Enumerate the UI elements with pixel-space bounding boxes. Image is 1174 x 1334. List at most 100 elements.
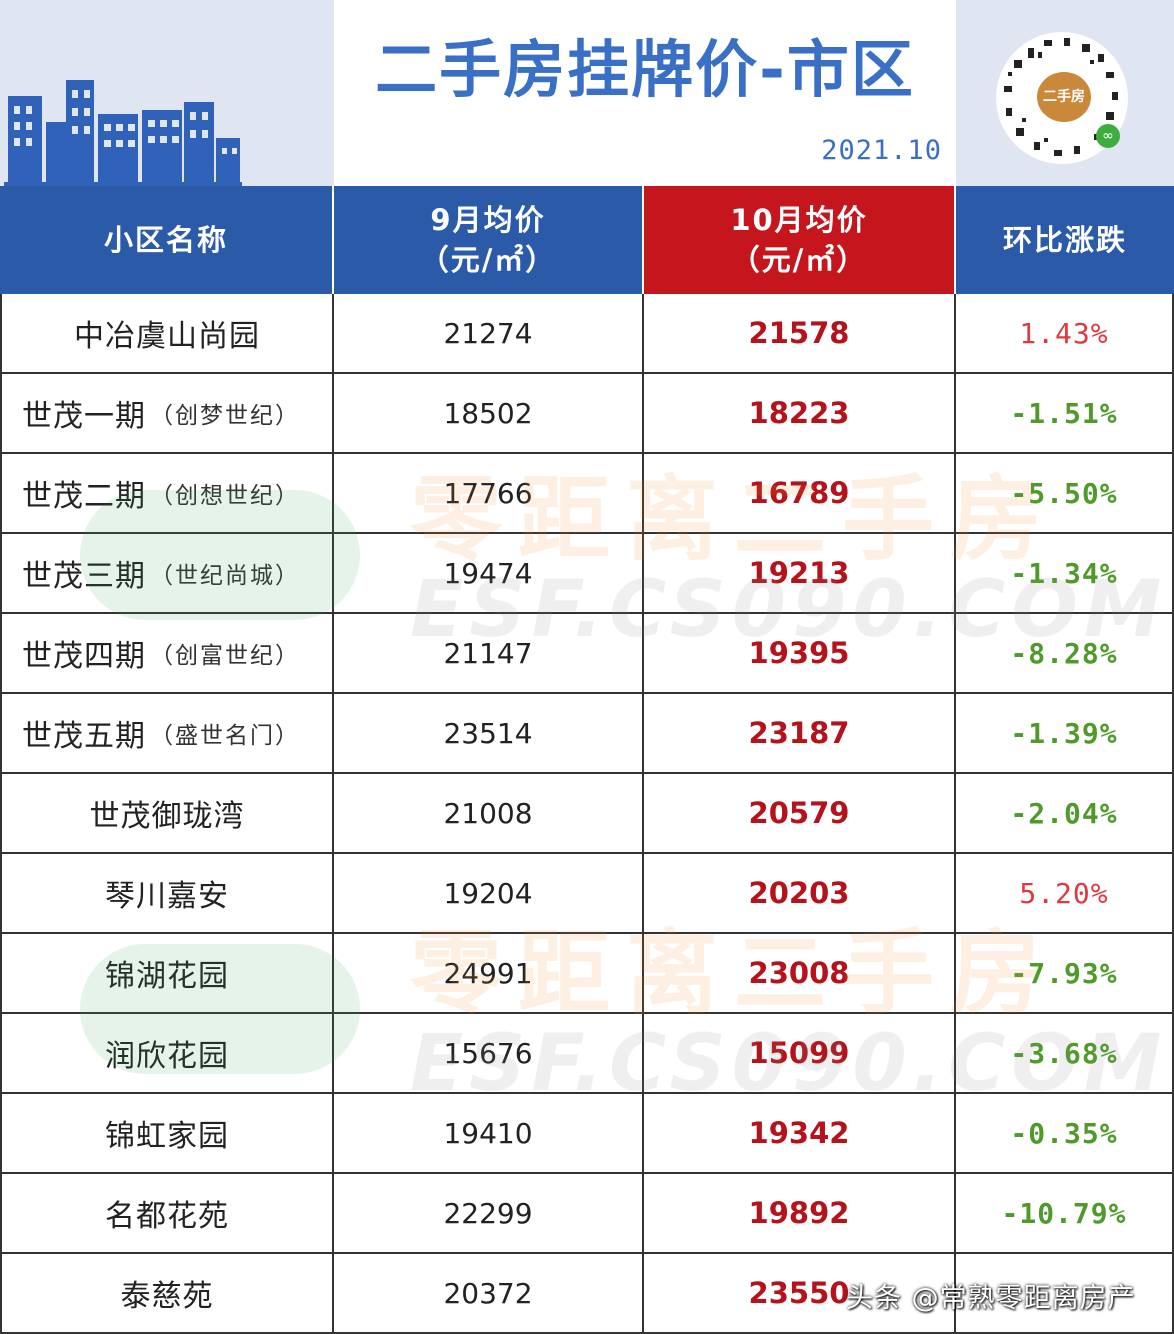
change-cell: -2.04% <box>956 774 1174 852</box>
table-row: 锦虹家园 19410 19342 -0.35% <box>0 1094 1174 1174</box>
community-name-cell: 锦虹家园 <box>0 1094 334 1172</box>
change-cell: -5.50% <box>956 454 1174 532</box>
change-cell: -0.35% <box>956 1094 1174 1172</box>
oct-price-cell: 19892 <box>644 1174 956 1252</box>
community-name-cell: 锦湖花园 <box>0 934 334 1012</box>
table-row: 世茂御珑湾 21008 20579 -2.04% <box>0 774 1174 854</box>
community-name: 润欣花园 <box>105 1039 229 1074</box>
sep-price-cell: 19410 <box>334 1094 644 1172</box>
column-header-oct-price: 10月均价 （元/㎡） <box>644 186 956 294</box>
oct-price-cell: 18223 <box>644 374 956 452</box>
change-cell: -10.79% <box>956 1174 1174 1252</box>
sep-price-cell: 15676 <box>334 1014 644 1092</box>
community-name-cell: 名都花苑 <box>0 1174 334 1252</box>
sep-price: 21147 <box>443 636 533 670</box>
community-name: 名都花苑 <box>105 1199 229 1234</box>
sep-price: 21274 <box>443 316 533 350</box>
change-cell: 5.20% <box>956 854 1174 932</box>
community-name: 世茂四期 <box>22 639 146 674</box>
oct-price: 19213 <box>748 556 850 590</box>
oct-price: 19395 <box>748 636 850 670</box>
table-row: 锦湖花园 24991 23008 -7.93% <box>0 934 1174 1014</box>
community-name-cell: 中冶虞山尚园 <box>0 294 334 372</box>
community-alias: （创梦世纪） <box>150 403 300 429</box>
sep-price: 24991 <box>443 956 533 990</box>
sep-price-cell: 22299 <box>334 1174 644 1252</box>
community-alias: （创富世纪） <box>150 643 300 669</box>
sep-price-cell: 21274 <box>334 294 644 372</box>
oct-price: 20203 <box>748 876 850 910</box>
oct-price-cell: 23187 <box>644 694 956 772</box>
oct-price-cell: 15099 <box>644 1014 956 1092</box>
sep-price: 20372 <box>443 1276 533 1310</box>
column-header-change: 环比涨跌 <box>956 186 1174 294</box>
sep-price-cell: 21008 <box>334 774 644 852</box>
report-date: 2021.10 <box>821 135 942 166</box>
community-name: 中冶虞山尚园 <box>74 319 260 354</box>
sep-price: 18502 <box>443 396 533 430</box>
table-row: 琴川嘉安 19204 20203 5.20% <box>0 854 1174 934</box>
sep-price-cell: 23514 <box>334 694 644 772</box>
community-name-cell: 世茂四期 （创富世纪） <box>0 614 334 692</box>
community-alias: （盛世名门） <box>150 723 300 749</box>
price-table: 小区名称 9月均价 （元/㎡） 10月均价 （元/㎡） 环比涨跌 中冶虞山尚园 2… <box>0 186 1174 1334</box>
table-row: 世茂五期 （盛世名门） 23514 23187 -1.39% <box>0 694 1174 774</box>
sep-price: 19474 <box>443 556 533 590</box>
oct-price-cell: 20579 <box>644 774 956 852</box>
sep-price-cell: 21147 <box>334 614 644 692</box>
oct-price: 23008 <box>748 956 850 990</box>
community-alias: （世纪尚城） <box>150 563 300 589</box>
community-name: 世茂二期 <box>22 479 146 514</box>
community-name-cell: 琴川嘉安 <box>0 854 334 932</box>
month-over-month-change: -8.28% <box>1010 636 1118 670</box>
header-left-panel <box>0 0 334 186</box>
oct-price-cell: 23008 <box>644 934 956 1012</box>
oct-price: 23550 <box>748 1276 850 1310</box>
table-row: 泰慈苑 20372 23550 <box>0 1254 1174 1334</box>
oct-price: 20579 <box>748 796 850 830</box>
table-body: 中冶虞山尚园 21274 21578 1.43% 世茂一期 （创梦世纪） 18502 1822… <box>0 294 1174 1334</box>
month-over-month-change: -1.34% <box>1010 556 1118 590</box>
oct-price-cell: 21578 <box>644 294 956 372</box>
column-header-sep-price: 9月均价 （元/㎡） <box>334 186 644 294</box>
community-name-cell: 世茂三期 （世纪尚城） <box>0 534 334 612</box>
page-title: 二手房挂牌价-市区 <box>375 33 915 106</box>
oct-price-cell: 16789 <box>644 454 956 532</box>
community-name: 世茂御珑湾 <box>89 799 245 834</box>
oct-price: 15099 <box>748 1036 850 1070</box>
community-name: 世茂一期 <box>22 399 146 434</box>
table-header-row: 小区名称 9月均价 （元/㎡） 10月均价 （元/㎡） 环比涨跌 <box>0 186 1174 294</box>
oct-price: 16789 <box>748 476 850 510</box>
table-row: 世茂一期 （创梦世纪） 18502 18223 -1.51% <box>0 374 1174 454</box>
month-over-month-change: -1.51% <box>1010 396 1118 430</box>
table-row: 世茂三期 （世纪尚城） 19474 19213 -1.34% <box>0 534 1174 614</box>
table-row: 中冶虞山尚园 21274 21578 1.43% <box>0 294 1174 374</box>
oct-price: 19342 <box>748 1116 850 1150</box>
community-name-cell: 世茂五期 （盛世名门） <box>0 694 334 772</box>
month-over-month-change: -7.93% <box>1010 956 1118 990</box>
change-cell: -1.39% <box>956 694 1174 772</box>
sep-price: 15676 <box>443 1036 533 1070</box>
oct-price: 23187 <box>748 716 850 750</box>
community-alias: （创想世纪） <box>150 483 300 509</box>
month-over-month-change: 5.20% <box>1019 876 1109 910</box>
month-over-month-change: -0.35% <box>1010 1116 1118 1150</box>
sep-price: 22299 <box>443 1196 533 1230</box>
community-name: 泰慈苑 <box>120 1279 214 1314</box>
oct-price-cell: 23550 <box>644 1254 956 1332</box>
community-name-cell: 世茂御珑湾 <box>0 774 334 852</box>
column-header-name: 小区名称 <box>0 186 334 294</box>
change-cell: -1.34% <box>956 534 1174 612</box>
oct-price-cell: 19395 <box>644 614 956 692</box>
change-cell: -3.68% <box>956 1014 1174 1092</box>
community-name: 世茂三期 <box>22 559 146 594</box>
city-skyline-icon <box>4 80 242 186</box>
community-name-cell: 世茂二期 （创想世纪） <box>0 454 334 532</box>
month-over-month-change: 1.43% <box>1019 316 1109 350</box>
sep-price: 23514 <box>443 716 533 750</box>
change-cell: 1.43% <box>956 294 1174 372</box>
page-header: 二手房挂牌价-市区 2021.10 二手房 ∞ <box>0 0 1174 186</box>
community-name: 世茂五期 <box>22 719 146 754</box>
sep-price: 19410 <box>443 1116 533 1150</box>
month-over-month-change: -1.39% <box>1010 716 1118 750</box>
